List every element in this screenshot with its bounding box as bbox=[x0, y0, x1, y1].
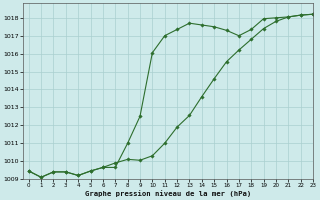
X-axis label: Graphe pression niveau de la mer (hPa): Graphe pression niveau de la mer (hPa) bbox=[85, 190, 251, 197]
